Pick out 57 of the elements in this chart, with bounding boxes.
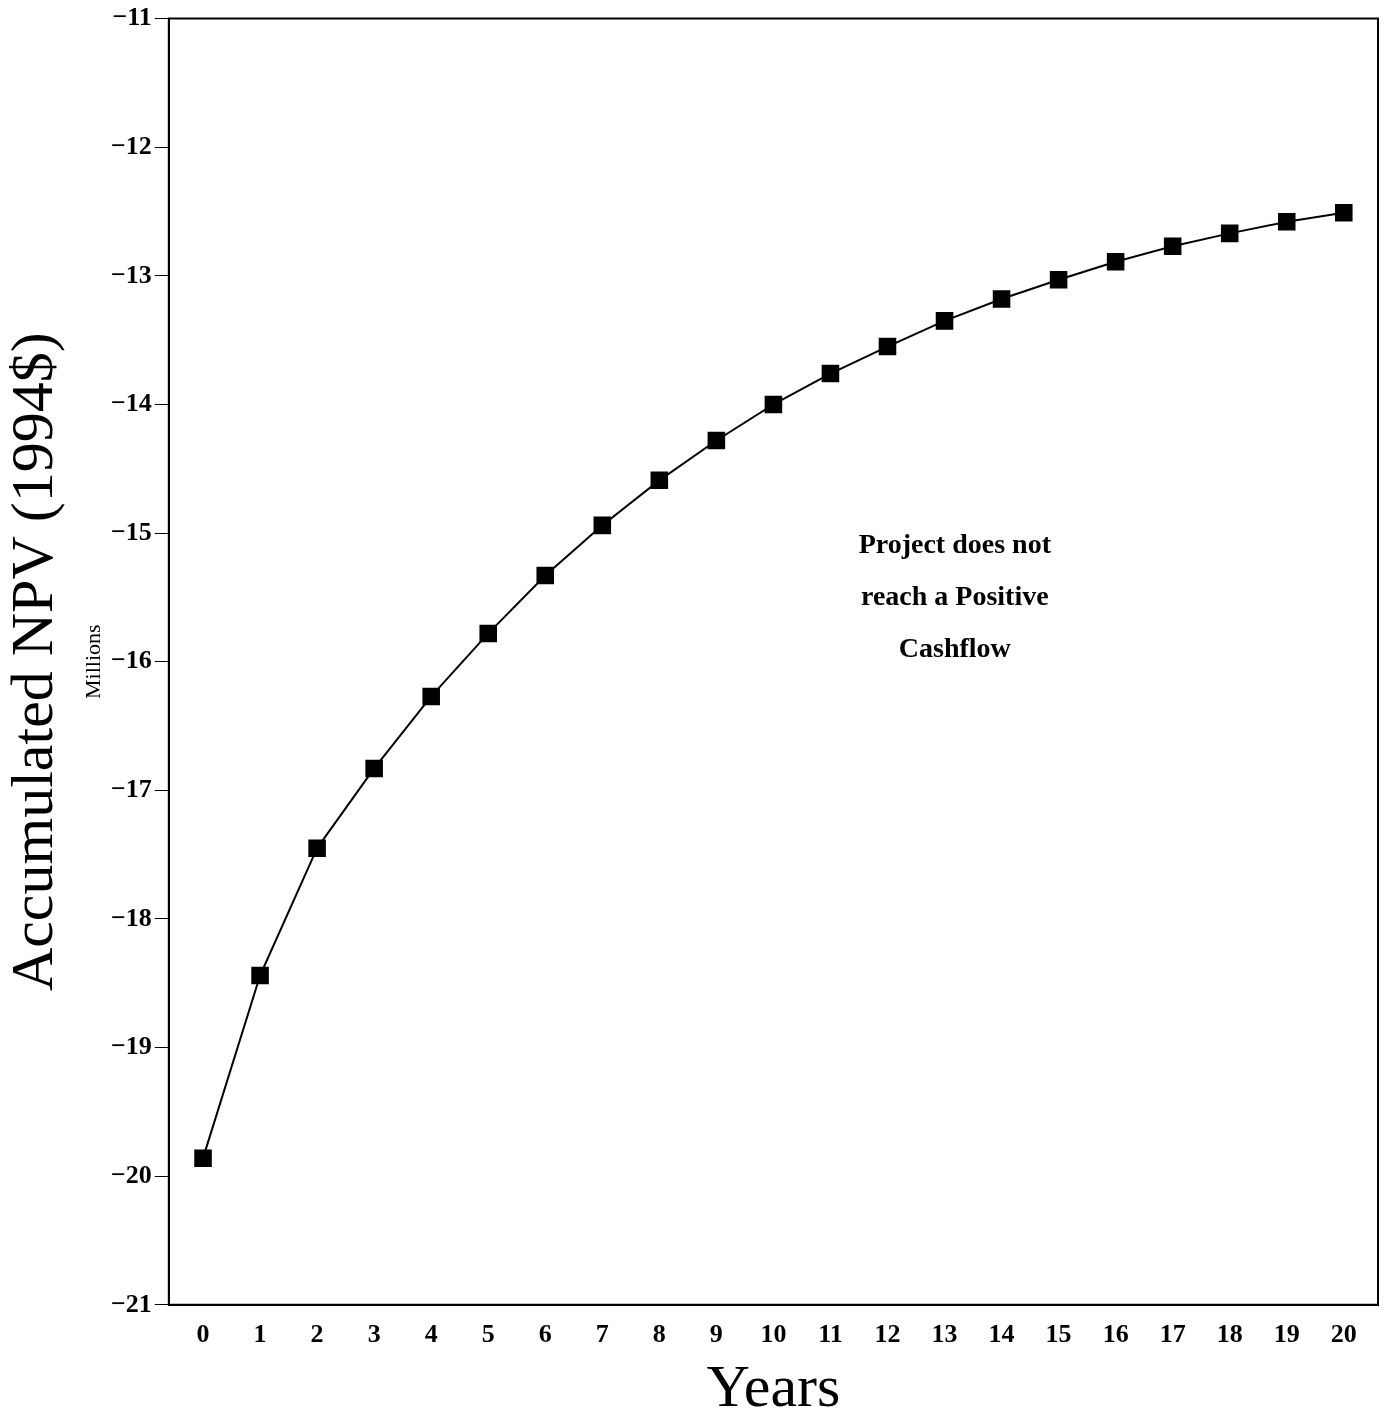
point	[1163, 237, 1182, 256]
x-axis-title: Years	[706, 1352, 841, 1419]
x-tick-label: 3	[367, 1319, 381, 1349]
point	[707, 431, 726, 450]
x-tick-label: 6	[538, 1319, 552, 1349]
point	[1106, 252, 1125, 271]
x-tick-label: 10	[760, 1319, 787, 1349]
annotation: Project does not reach a Positive Cashflow	[858, 528, 1052, 664]
y-tick-label: −16	[110, 645, 152, 675]
x-tick-label: 14	[988, 1319, 1015, 1349]
y-tick-label: −13	[110, 259, 152, 289]
x-tick-label: 13	[931, 1319, 958, 1349]
point	[764, 395, 783, 414]
x-tick-label: 4	[424, 1319, 438, 1349]
x-tick-label: 15	[1045, 1319, 1072, 1349]
x-tick-label: 8	[652, 1319, 666, 1349]
point	[1335, 204, 1353, 222]
x-tick-label: 1	[253, 1319, 267, 1349]
x-tick-label: 17	[1159, 1319, 1186, 1349]
y-tick-label: −19	[110, 1031, 152, 1061]
x-tick-label: 19	[1273, 1319, 1300, 1349]
x-tick-label: 16	[1102, 1319, 1129, 1349]
y-tick-label: −20	[110, 1159, 152, 1189]
text: Millions	[79, 624, 105, 699]
x-tick-label: 20	[1330, 1319, 1357, 1349]
point	[821, 364, 840, 383]
point	[593, 516, 612, 535]
x-tick-label: 12	[874, 1319, 901, 1349]
point	[1049, 270, 1068, 289]
point	[992, 290, 1011, 308]
y-tick-label: −15	[110, 516, 152, 546]
point	[1277, 213, 1296, 231]
x-tick-label: 9	[709, 1319, 723, 1349]
x-tick-label: 11	[818, 1319, 843, 1349]
y-axis-title: Accumulated NPV (1994$)	[0, 332, 65, 992]
y-tick-label: −12	[110, 130, 152, 160]
point	[536, 566, 555, 585]
x-tick-label: 0	[196, 1319, 210, 1349]
point	[935, 312, 954, 330]
point	[479, 624, 497, 643]
y-tick-label: −18	[110, 902, 152, 932]
point	[1220, 224, 1239, 243]
y-tick-label: −21	[110, 1288, 152, 1318]
point	[650, 471, 669, 490]
x-tick-label: 18	[1216, 1319, 1243, 1349]
x-tick-label: 5	[481, 1319, 495, 1349]
point	[251, 966, 269, 985]
y-tick-label: −17	[110, 774, 152, 804]
point	[422, 687, 440, 706]
point	[365, 759, 383, 778]
point	[308, 839, 326, 857]
x-tick-label: 2	[310, 1319, 324, 1349]
point	[878, 337, 897, 356]
y-tick-label: −14	[110, 388, 152, 418]
x-tick-label: 7	[595, 1319, 609, 1349]
y-tick-label: −11	[112, 2, 152, 32]
point	[194, 1149, 212, 1167]
